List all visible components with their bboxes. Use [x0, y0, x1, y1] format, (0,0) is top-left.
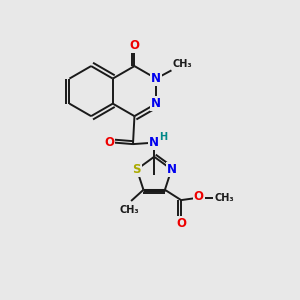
Text: CH₃: CH₃ — [214, 193, 234, 203]
Text: S: S — [133, 163, 141, 176]
Text: O: O — [130, 39, 140, 52]
Text: CH₃: CH₃ — [173, 58, 193, 69]
Text: O: O — [176, 217, 186, 230]
Text: O: O — [194, 190, 204, 203]
Text: N: N — [151, 72, 161, 85]
Text: N: N — [167, 163, 177, 176]
Text: O: O — [104, 136, 114, 149]
Text: N: N — [151, 97, 161, 110]
Text: N: N — [149, 136, 159, 149]
Text: H: H — [159, 132, 167, 142]
Text: CH₃: CH₃ — [120, 205, 140, 214]
